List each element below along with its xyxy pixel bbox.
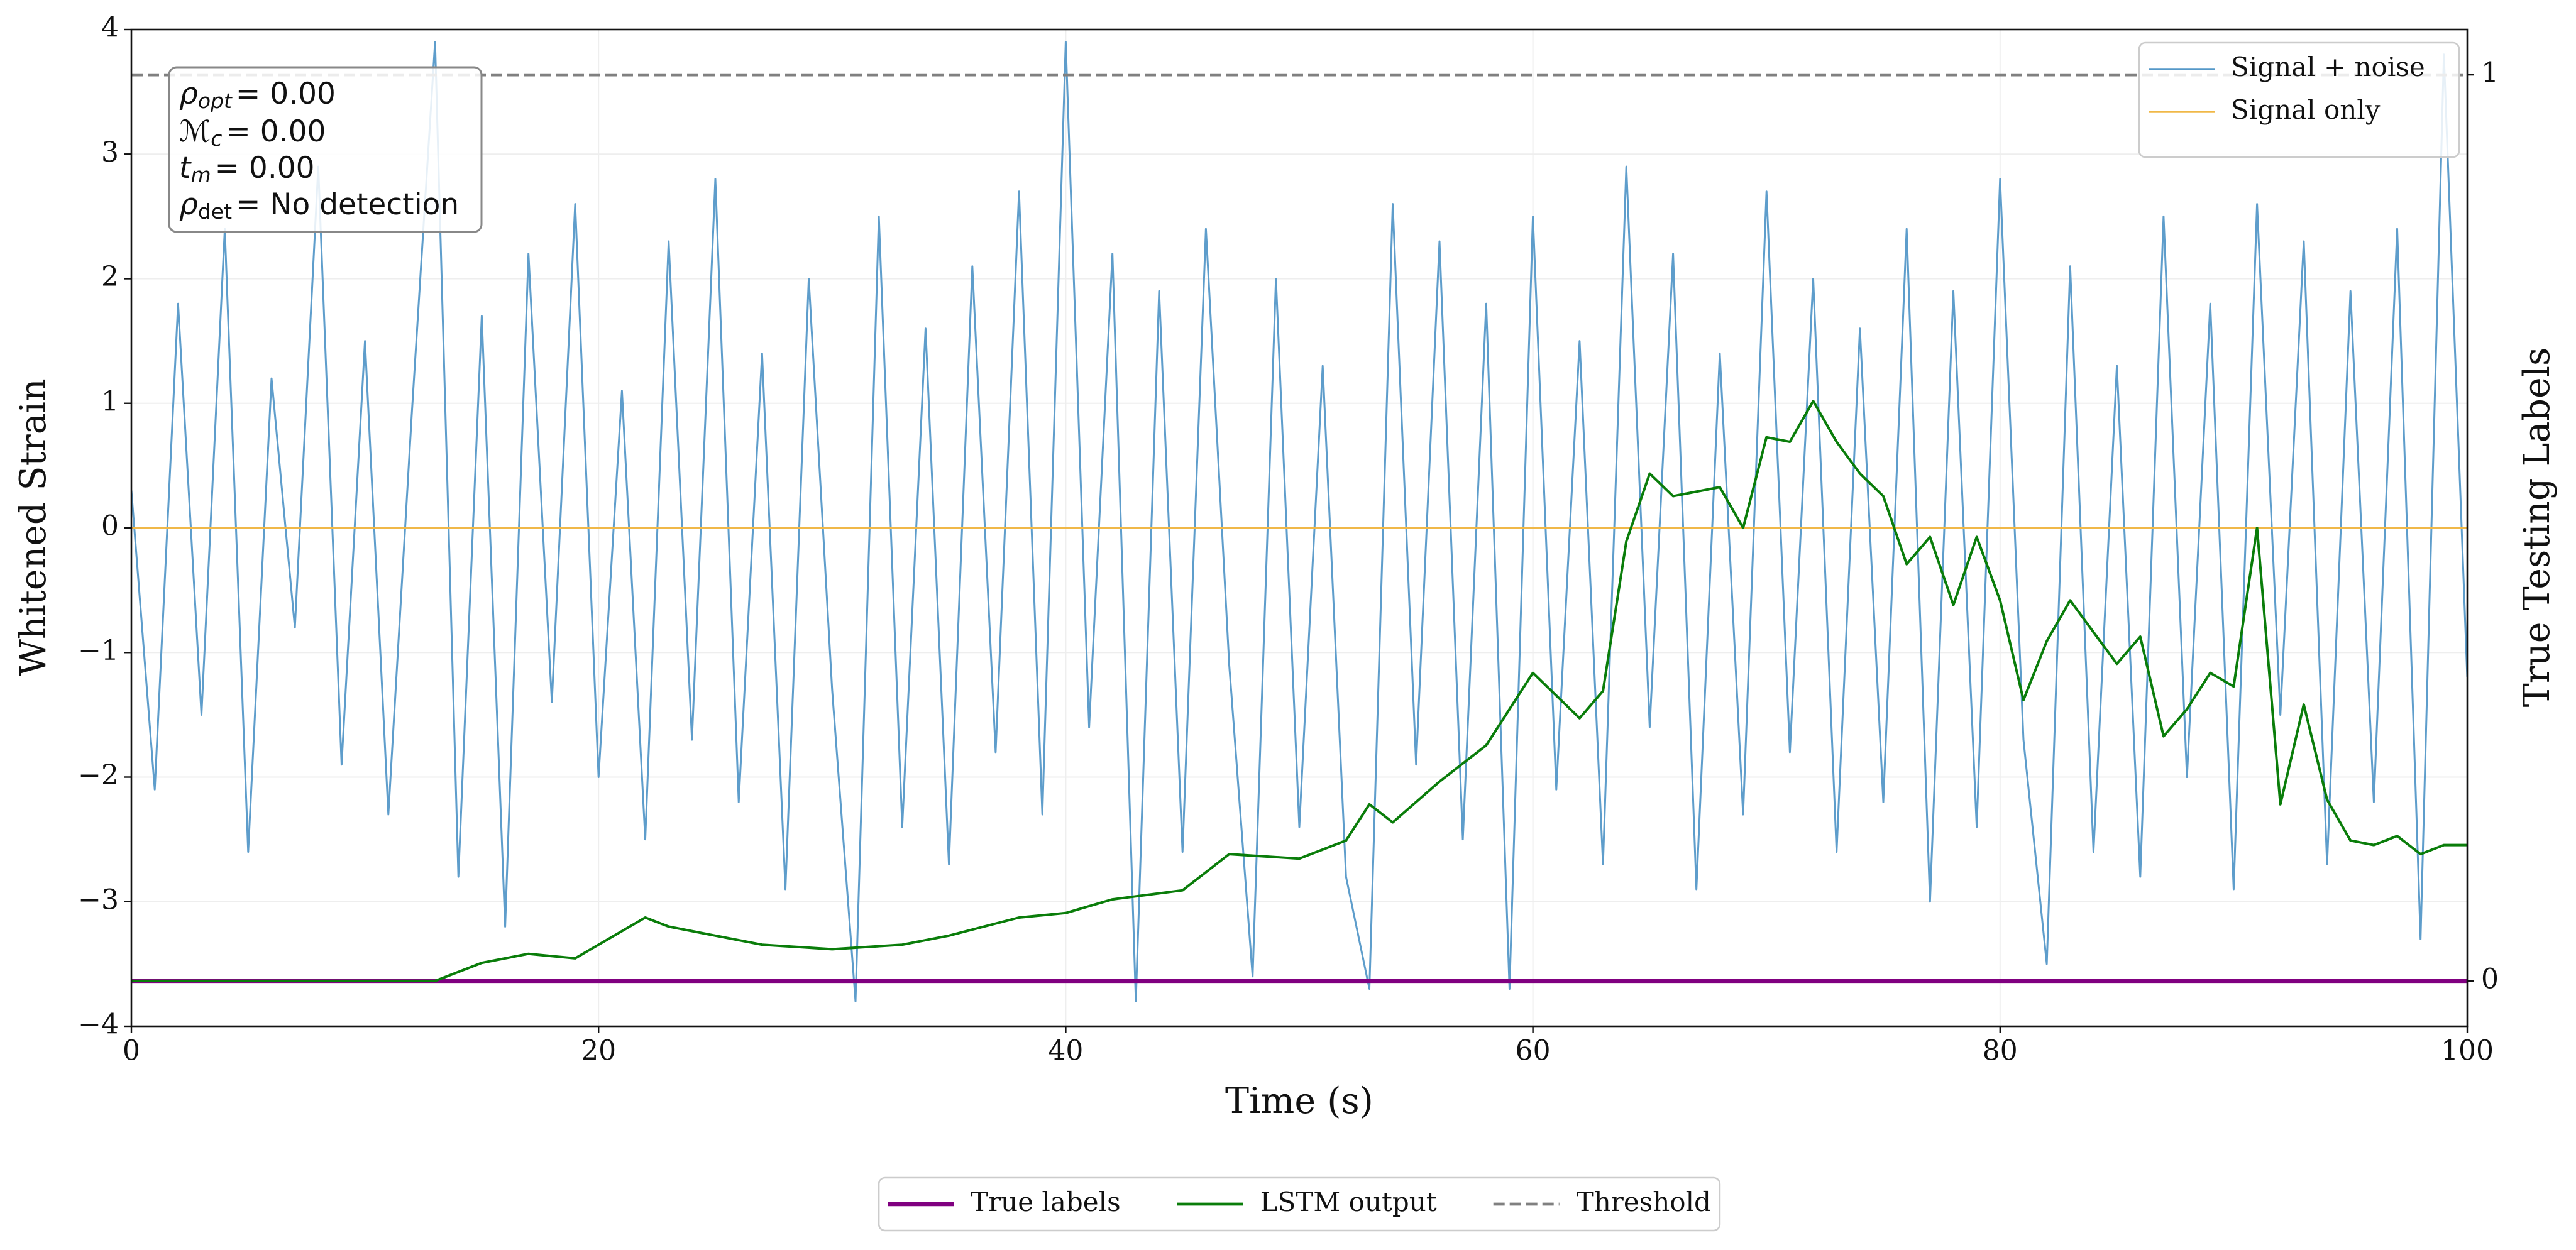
y-axis-label: Whitened Strain: [13, 378, 54, 676]
symbol: t: [179, 151, 192, 185]
legend-label: True labels: [971, 1187, 1121, 1217]
y-tick-label: −3: [78, 884, 119, 916]
annotation-line: ρdet = No detection: [179, 187, 459, 224]
legend: Signal + noise Signal only: [2138, 41, 2460, 158]
x-tick-label: 80: [1983, 1035, 2018, 1067]
legend-frame: [878, 1176, 1721, 1232]
symbol: ρ: [179, 77, 198, 111]
y-tick-label: 3: [101, 136, 119, 168]
y-tick-label: 0: [101, 510, 119, 542]
x-tick-label: 60: [1516, 1035, 1551, 1067]
series-line: [131, 41, 2467, 1002]
legend-label: Threshold: [1577, 1187, 1711, 1217]
symbol: ρ: [179, 187, 198, 222]
y-tick-label: 4: [101, 12, 119, 44]
x-tick-label: 20: [581, 1035, 616, 1067]
y2-tick-label: 1: [2481, 57, 2499, 89]
y2-axis-label: True Testing Labels: [2516, 348, 2558, 707]
annotation-text: = 0.00: [236, 77, 336, 111]
symbol: ℳ: [179, 114, 211, 149]
y2-tick-label: 0: [2481, 963, 2499, 995]
legend-label: Signal only: [2231, 94, 2381, 125]
annotation-line: ℳc = 0.00: [179, 114, 326, 151]
annotation-box: ρopt = 0.00 ℳc = 0.00 tm = 0.00 ρdet = No de…: [168, 66, 483, 233]
x-tick-label: 0: [123, 1035, 140, 1067]
legend: True labels LSTM output Threshold: [878, 1176, 1721, 1232]
legend-label: Signal + noise: [2231, 52, 2425, 82]
annotation-line: tm = 0.00: [179, 151, 315, 187]
x-tick-label: 40: [1048, 1035, 1083, 1067]
annotation-text: = 0.00: [215, 151, 315, 185]
annotation-frame: [168, 66, 483, 233]
y-tick-label: 2: [101, 261, 119, 293]
y-tick-label: 1: [101, 385, 119, 417]
x-tick-label: 100: [2441, 1035, 2494, 1067]
subscript: c: [211, 126, 222, 151]
legend-label: LSTM output: [1260, 1187, 1437, 1217]
legend-frame: [2138, 41, 2460, 158]
annotation-text: = 0.00: [226, 114, 326, 149]
series-line: [131, 400, 2467, 982]
x-axis-label: Time (s): [1225, 1080, 1373, 1122]
plot-area: [131, 41, 2467, 1002]
subscript: m: [190, 163, 211, 187]
y-tick-label: −2: [78, 759, 119, 791]
y-tick-label: −1: [78, 635, 119, 667]
annotation-line: ρopt = 0.00: [179, 77, 336, 113]
subscript: opt: [198, 89, 233, 113]
annotation-text: = No detection: [236, 187, 459, 222]
y-tick-label: −4: [78, 1009, 119, 1041]
subscript: det: [198, 199, 232, 224]
